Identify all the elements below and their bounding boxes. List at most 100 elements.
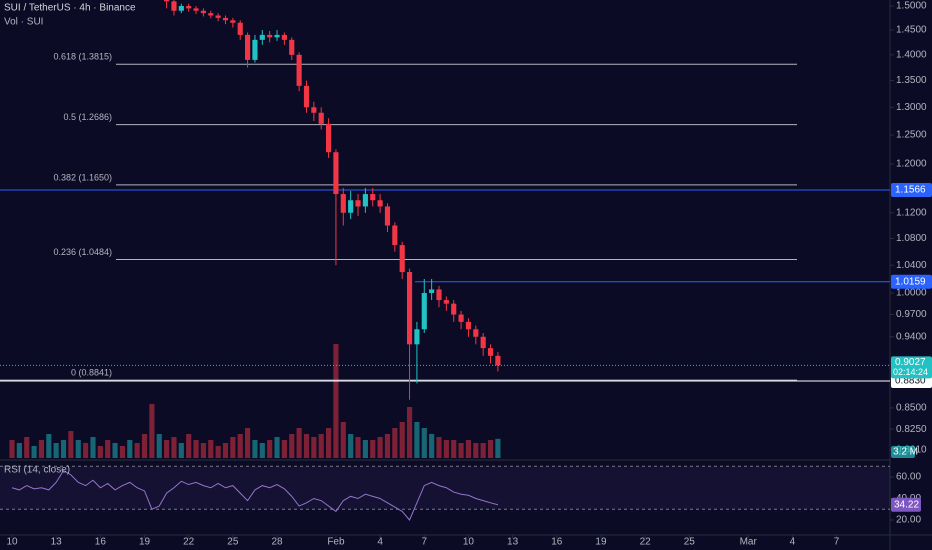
volume-bar xyxy=(68,431,74,458)
volume-bar xyxy=(178,443,184,458)
volume-title: Vol · SUI xyxy=(4,17,43,28)
candle-body xyxy=(355,200,361,207)
volume-bar xyxy=(16,443,22,458)
candle-body xyxy=(451,303,457,315)
candle-body xyxy=(436,289,442,301)
candle-body xyxy=(429,289,435,293)
y-tick-label: 1.2500 xyxy=(896,130,927,141)
fib-label: 0.618 (1.3815) xyxy=(53,52,112,62)
candle-body xyxy=(340,194,346,213)
volume-bar xyxy=(406,407,413,458)
volume-bar xyxy=(245,428,251,458)
y-tick-label: 1.3000 xyxy=(896,102,927,113)
volume-bar xyxy=(340,422,346,458)
volume-bar xyxy=(200,443,206,458)
volume-bar xyxy=(259,443,265,458)
volume-bar xyxy=(119,446,126,458)
candle-body xyxy=(178,6,184,11)
y-tick-label: 0.9400 xyxy=(896,331,927,342)
rsi-tag-label: 34.22 xyxy=(894,499,919,510)
y-tick-label: 1.0800 xyxy=(896,233,927,244)
volume-bar xyxy=(495,438,501,458)
x-tick-label: 19 xyxy=(139,537,151,548)
last-price-label: 0.9027 xyxy=(895,357,926,368)
volume-bar xyxy=(252,440,258,458)
y-tick-label: 1.0000 xyxy=(896,288,927,299)
x-tick-label: 7 xyxy=(834,537,840,548)
volume-bar xyxy=(9,440,15,458)
volume-bar xyxy=(141,434,148,458)
x-tick-label: 10 xyxy=(6,537,18,548)
overlay: 1.5000 1.4500 1.4000 1.3500 1.3000 1.2500 1.20… xyxy=(6,1,932,548)
main-pane xyxy=(0,0,890,458)
candle-body xyxy=(267,34,273,38)
candle-body xyxy=(392,225,398,246)
volume-bar xyxy=(289,434,295,458)
candle-body xyxy=(473,329,479,337)
y-tick-label: 1.1200 xyxy=(896,207,927,218)
volume-bar xyxy=(384,434,391,458)
x-tick-label: Feb xyxy=(327,537,345,548)
volume-bar xyxy=(90,437,96,458)
volume-bar xyxy=(443,440,449,458)
candle-body xyxy=(303,85,310,108)
candle-body xyxy=(421,292,427,330)
volume-bar xyxy=(60,440,67,458)
x-tick-label: 25 xyxy=(227,537,239,548)
volume-bar xyxy=(348,434,354,458)
y-tick-label: 0.9700 xyxy=(896,309,927,320)
x-tick-label: Mar xyxy=(740,537,758,548)
candle-body xyxy=(171,1,177,11)
rsi-tag xyxy=(891,497,921,512)
volume-bar xyxy=(156,434,162,458)
candle-body xyxy=(164,0,170,2)
volume-bar xyxy=(414,422,420,458)
x-tick-label: 7 xyxy=(421,537,427,548)
volume-bar xyxy=(46,434,52,458)
volume-bar xyxy=(480,443,486,458)
x-tick-label: 16 xyxy=(551,537,563,548)
volume-bar xyxy=(171,437,177,458)
volume-bar xyxy=(303,434,310,458)
volume-bar xyxy=(311,437,317,458)
y-tick-label: 0.8500 xyxy=(896,403,927,414)
volume-bar xyxy=(399,422,405,458)
volume-tag xyxy=(891,446,915,458)
fib-label: 0.5 (1.2686) xyxy=(63,112,112,122)
volume-bar xyxy=(274,437,280,458)
fib-label: 0.382 (1.1650) xyxy=(53,172,112,182)
volume-bar xyxy=(112,443,118,458)
volume-bar xyxy=(333,344,339,458)
rsi-pane xyxy=(0,465,890,521)
volume-bar xyxy=(296,428,302,458)
volume-bar xyxy=(487,440,494,458)
volume-bar xyxy=(237,434,243,458)
volume-bar xyxy=(83,443,89,458)
y-tick-label: 0.8250 xyxy=(896,424,927,435)
fib-label: 0.236 (1.0484) xyxy=(53,247,112,257)
volume-bar xyxy=(193,440,199,458)
symbol-title: SUI / TetherUS · 4h · Binance xyxy=(4,3,136,14)
candle-body xyxy=(384,206,391,226)
volume-bar xyxy=(377,437,383,458)
volume-bar xyxy=(31,446,37,458)
price-tag-label: 1.0159 xyxy=(895,276,926,287)
rsi-tick-label: 60.00 xyxy=(896,472,921,483)
candle-body xyxy=(259,34,265,40)
candle-body xyxy=(237,22,243,35)
candle-body xyxy=(362,194,368,207)
y-tick-label: 1.4000 xyxy=(896,49,927,60)
volume-bar xyxy=(473,443,479,458)
candle-body xyxy=(289,39,295,55)
x-tick-label: 4 xyxy=(790,537,796,548)
volume-bar xyxy=(53,443,59,458)
candle-body xyxy=(465,321,472,330)
volume-bar xyxy=(75,440,81,458)
candle-body xyxy=(348,200,354,213)
candle-body xyxy=(414,329,420,345)
volume-bar xyxy=(97,446,103,458)
x-tick-label: 22 xyxy=(640,537,652,548)
fib-label: 0 (0.8841) xyxy=(71,368,112,378)
price-tag xyxy=(891,183,932,198)
